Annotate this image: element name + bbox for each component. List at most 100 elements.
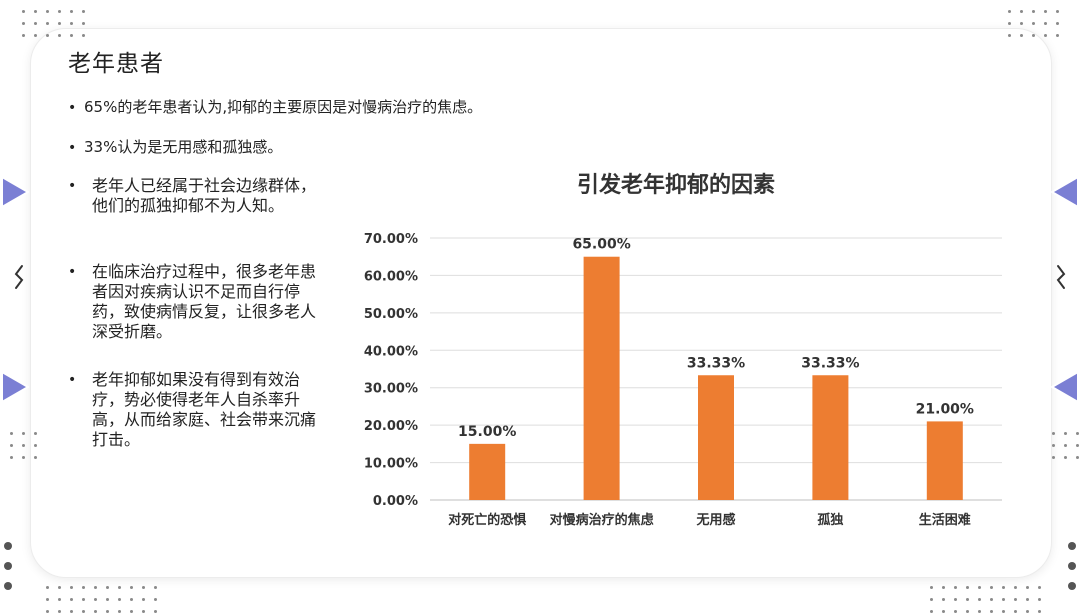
decor-dot [966, 586, 969, 589]
decor-dot [1032, 34, 1035, 37]
decor-dot [34, 432, 37, 435]
decor-dot [1032, 10, 1035, 13]
decor-dot [58, 34, 61, 37]
bullet-text: 33%认为是无用感和孤独感。 [84, 138, 283, 156]
decor-dot [1008, 22, 1011, 25]
decor-dot [118, 598, 121, 601]
decor-dot [22, 456, 25, 459]
decor-dot [142, 598, 145, 601]
page-title: 老年患者 [68, 51, 164, 77]
y-tick-label: 50.00% [364, 307, 418, 322]
bar [926, 421, 963, 500]
decor-dot [58, 10, 61, 13]
bullet-marker: • [68, 140, 77, 156]
decor-dot [1038, 586, 1041, 589]
decor-dot [106, 586, 109, 589]
decor-dot [10, 432, 13, 435]
triangle-right-top-icon [1051, 176, 1079, 208]
decor-dot [82, 34, 85, 37]
y-tick-label: 30.00% [364, 382, 418, 397]
bullet-marker: • [68, 264, 77, 280]
decor-dot [154, 598, 157, 601]
decor-dot [82, 10, 85, 13]
decor-dot [34, 444, 37, 447]
bar [469, 443, 506, 500]
decor-dot [70, 34, 73, 37]
decor-dot [82, 586, 85, 589]
decor-dot [46, 22, 49, 25]
decor-dot [82, 22, 85, 25]
decor-dot [1008, 10, 1011, 13]
decor-dot [990, 586, 993, 589]
dot-grid-right-mid [1052, 432, 1079, 459]
decor-dot [10, 444, 13, 447]
bullet-item-5: • 老年抑郁如果没有得到有效治疗，势必使得老年人自杀率升高，从而给家庭、社会带来沉… [68, 370, 318, 450]
decor-dot [1032, 22, 1035, 25]
decor-dot [1076, 432, 1079, 435]
bullet-text: 老年抑郁如果没有得到有效治疗，势必使得老年人自杀率升高，从而给家庭、社会带来沉痛… [92, 370, 317, 449]
decor-dot [966, 598, 969, 601]
bar-chart: 引发老年抑郁的因素 0.00% 10.00% 20.00% 30.00% 40.00% 50… [364, 172, 1002, 528]
data-label: 21.00% [916, 401, 974, 417]
bullet-text: 65%的老年患者认为,抑郁的主要原因是对慢病治疗的焦虑。 [84, 98, 483, 116]
decor-dot [22, 432, 25, 435]
dot-left-1 [4, 542, 12, 550]
decor-dot [94, 598, 97, 601]
x-tick-label: 无用感 [695, 512, 735, 528]
decor-dot [1008, 34, 1011, 37]
decor-dot [954, 586, 957, 589]
bullet-item-3: • 老年人已经属于社会边缘群体，他们的孤独抑郁不为人知。 [68, 176, 318, 216]
data-label: 33.33% [687, 355, 745, 371]
decor-dot [1076, 444, 1079, 447]
decor-dot [46, 34, 49, 37]
dot-grid-top-right [1008, 10, 1059, 37]
decor-dot [142, 586, 145, 589]
decor-dot [82, 598, 85, 601]
squiggle-right-icon [1056, 265, 1066, 289]
decor-dot [1044, 34, 1047, 37]
y-tick-label: 60.00% [364, 269, 418, 284]
decor-dot [930, 598, 933, 601]
decor-dot [34, 456, 37, 459]
decor-dot [1020, 10, 1023, 13]
dot-grid-bottom-right [930, 586, 1041, 613]
decor-dot [978, 598, 981, 601]
decor-dot [1056, 10, 1059, 13]
data-label: 33.33% [801, 355, 859, 371]
decor-dot [954, 598, 957, 601]
decor-dot [58, 598, 61, 601]
decor-dot [1064, 432, 1067, 435]
decor-dot [70, 598, 73, 601]
decor-dot [1026, 586, 1029, 589]
x-tick-label: 孤独 [817, 512, 843, 528]
bullet-marker: • [68, 178, 77, 194]
bullet-marker: • [68, 100, 77, 116]
decor-dot [130, 586, 133, 589]
decor-dot [34, 22, 37, 25]
decor-dot [1056, 34, 1059, 37]
decor-dot [1064, 444, 1067, 447]
slide-card [30, 28, 1052, 578]
decor-dot [1014, 586, 1017, 589]
bar [812, 375, 849, 500]
decor-dot [58, 22, 61, 25]
decor-dot [34, 10, 37, 13]
y-tick-label: 70.00% [364, 232, 418, 247]
x-tick-label: 生活困难 [919, 512, 971, 528]
y-tick-label: 20.00% [364, 419, 418, 434]
decor-dot [1002, 598, 1005, 601]
dot-right-1 [1068, 542, 1076, 550]
decor-dot [1056, 22, 1059, 25]
decor-dot [1044, 10, 1047, 13]
decor-dot [58, 586, 61, 589]
decor-dot [1064, 456, 1067, 459]
data-label: 15.00% [458, 424, 516, 440]
decor-dot [990, 598, 993, 601]
bullet-item-4: • 在临床治疗过程中，很多老年患者因对疾病认识不足而自行停药，致使病情反复，让很多… [68, 262, 318, 342]
dot-grid-bottom-center [46, 586, 157, 613]
decor-dot [46, 10, 49, 13]
decor-dot [70, 586, 73, 589]
y-tick-label: 0.00% [373, 494, 418, 509]
decor-dot [70, 10, 73, 13]
decor-dot [70, 22, 73, 25]
